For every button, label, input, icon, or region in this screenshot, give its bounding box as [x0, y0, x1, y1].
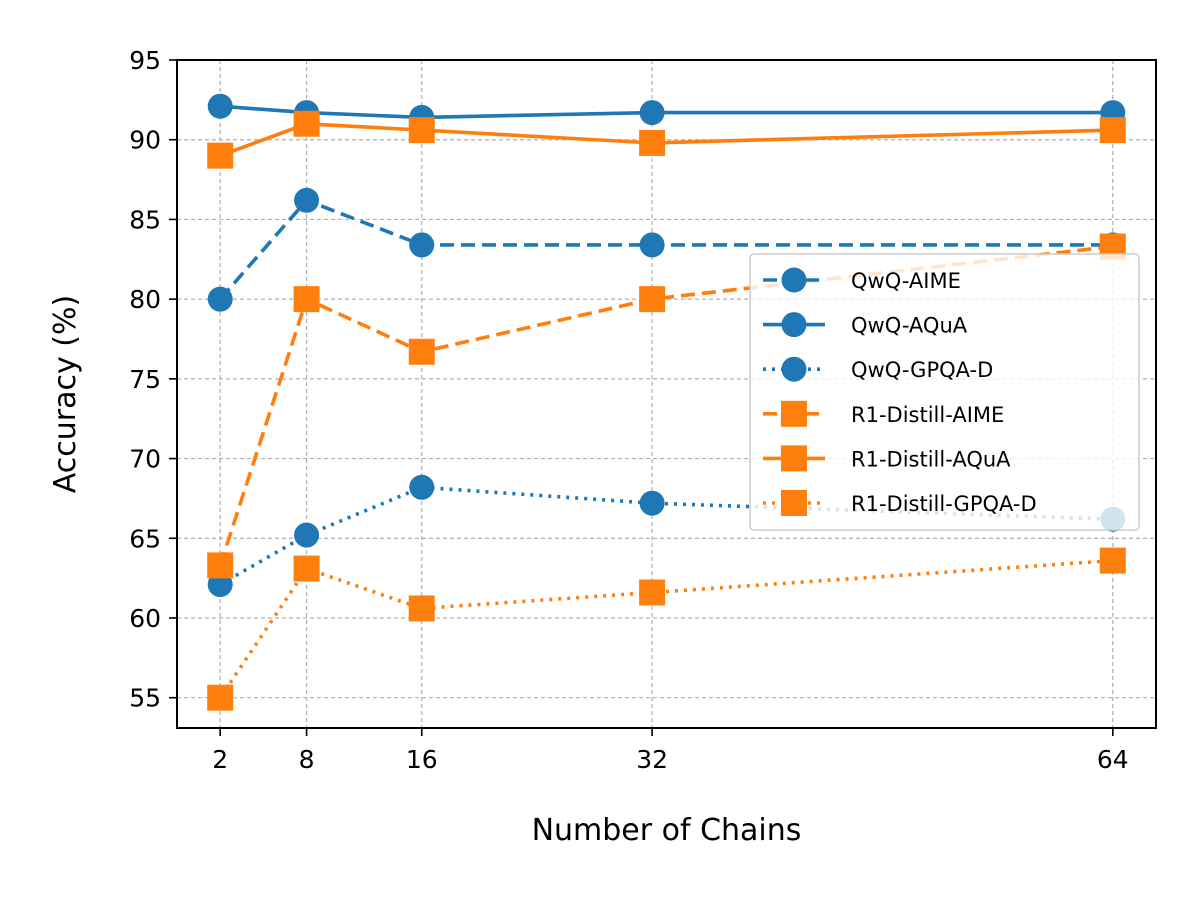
x-tick-label: 32: [636, 745, 668, 774]
legend-box: [749, 253, 1140, 531]
series-markers: [207, 93, 1126, 711]
data-point-3-2: [408, 338, 435, 365]
y-tick-label: 60: [129, 604, 161, 633]
data-point-5-3: [639, 579, 666, 606]
data-point-5-2: [408, 595, 435, 622]
legend-marker-3: [781, 400, 807, 427]
legend-marker-4: [781, 445, 807, 472]
axis-ticks: 2 8 16 32 64 55 60 65 70 75 80 85 90 95: [129, 46, 1129, 774]
data-point-4-2: [408, 117, 435, 144]
legend-marker-2: [781, 356, 807, 382]
x-tick-label: 64: [1097, 745, 1129, 774]
data-point-3-0: [207, 552, 234, 579]
legend-marker-5: [781, 490, 807, 516]
legend-marker-0: [781, 267, 807, 293]
data-point-4-1: [293, 110, 320, 137]
legend-label-2: QwQ-GPQA-D: [851, 358, 993, 382]
legend-label-1: QwQ-AQuA: [851, 314, 968, 338]
x-tick-label: 8: [299, 745, 315, 774]
data-point-0-2: [409, 232, 435, 258]
series-line-1: [220, 104, 1113, 120]
data-point-4-3: [639, 129, 666, 156]
legend-label-5: R1-Distill-GPQA-D: [851, 492, 1037, 516]
data-point-0-1: [294, 187, 320, 213]
y-tick-label: 75: [129, 365, 161, 394]
y-tick-label: 85: [129, 205, 161, 234]
y-axis-title: Accuracy (%): [48, 295, 83, 493]
y-tick-label: 65: [129, 524, 161, 553]
data-point-0-3: [639, 232, 665, 258]
data-point-5-4: [1099, 547, 1126, 574]
data-point-2-1: [294, 522, 320, 548]
legend-label-0: QwQ-AIME: [851, 269, 961, 293]
x-axis-title: Number of Chains: [532, 813, 802, 848]
legend-label-4: R1-Distill-AQuA: [851, 447, 1011, 471]
data-point-0-0: [207, 286, 233, 312]
y-tick-label: 70: [129, 445, 161, 474]
data-point-3-3: [639, 286, 666, 313]
series-line-5: [218, 558, 1113, 699]
y-tick-label: 55: [129, 684, 161, 713]
data-point-4-4: [1099, 117, 1126, 144]
x-tick-label: 16: [406, 745, 438, 774]
y-tick-label: 95: [129, 46, 161, 75]
legend-label-3: R1-Distill-AIME: [851, 403, 1004, 427]
data-point-2-2: [409, 474, 435, 500]
data-point-1-3: [639, 100, 665, 126]
y-tick-label: 90: [129, 126, 161, 155]
y-tick-label: 80: [129, 285, 161, 314]
data-point-2-3: [639, 490, 665, 516]
x-tick-label: 2: [212, 745, 228, 774]
data-point-3-1: [293, 286, 320, 313]
legend-marker-1: [781, 312, 807, 338]
legend: QwQ-AIME QwQ-AQuA QwQ-GPQA-D R1-Distill-AIM…: [749, 253, 1140, 531]
data-point-5-1: [293, 555, 320, 582]
data-point-1-0: [207, 93, 233, 119]
data-point-5-0: [207, 684, 234, 711]
plot-frame: [176, 59, 1157, 729]
data-point-4-0: [207, 142, 234, 169]
